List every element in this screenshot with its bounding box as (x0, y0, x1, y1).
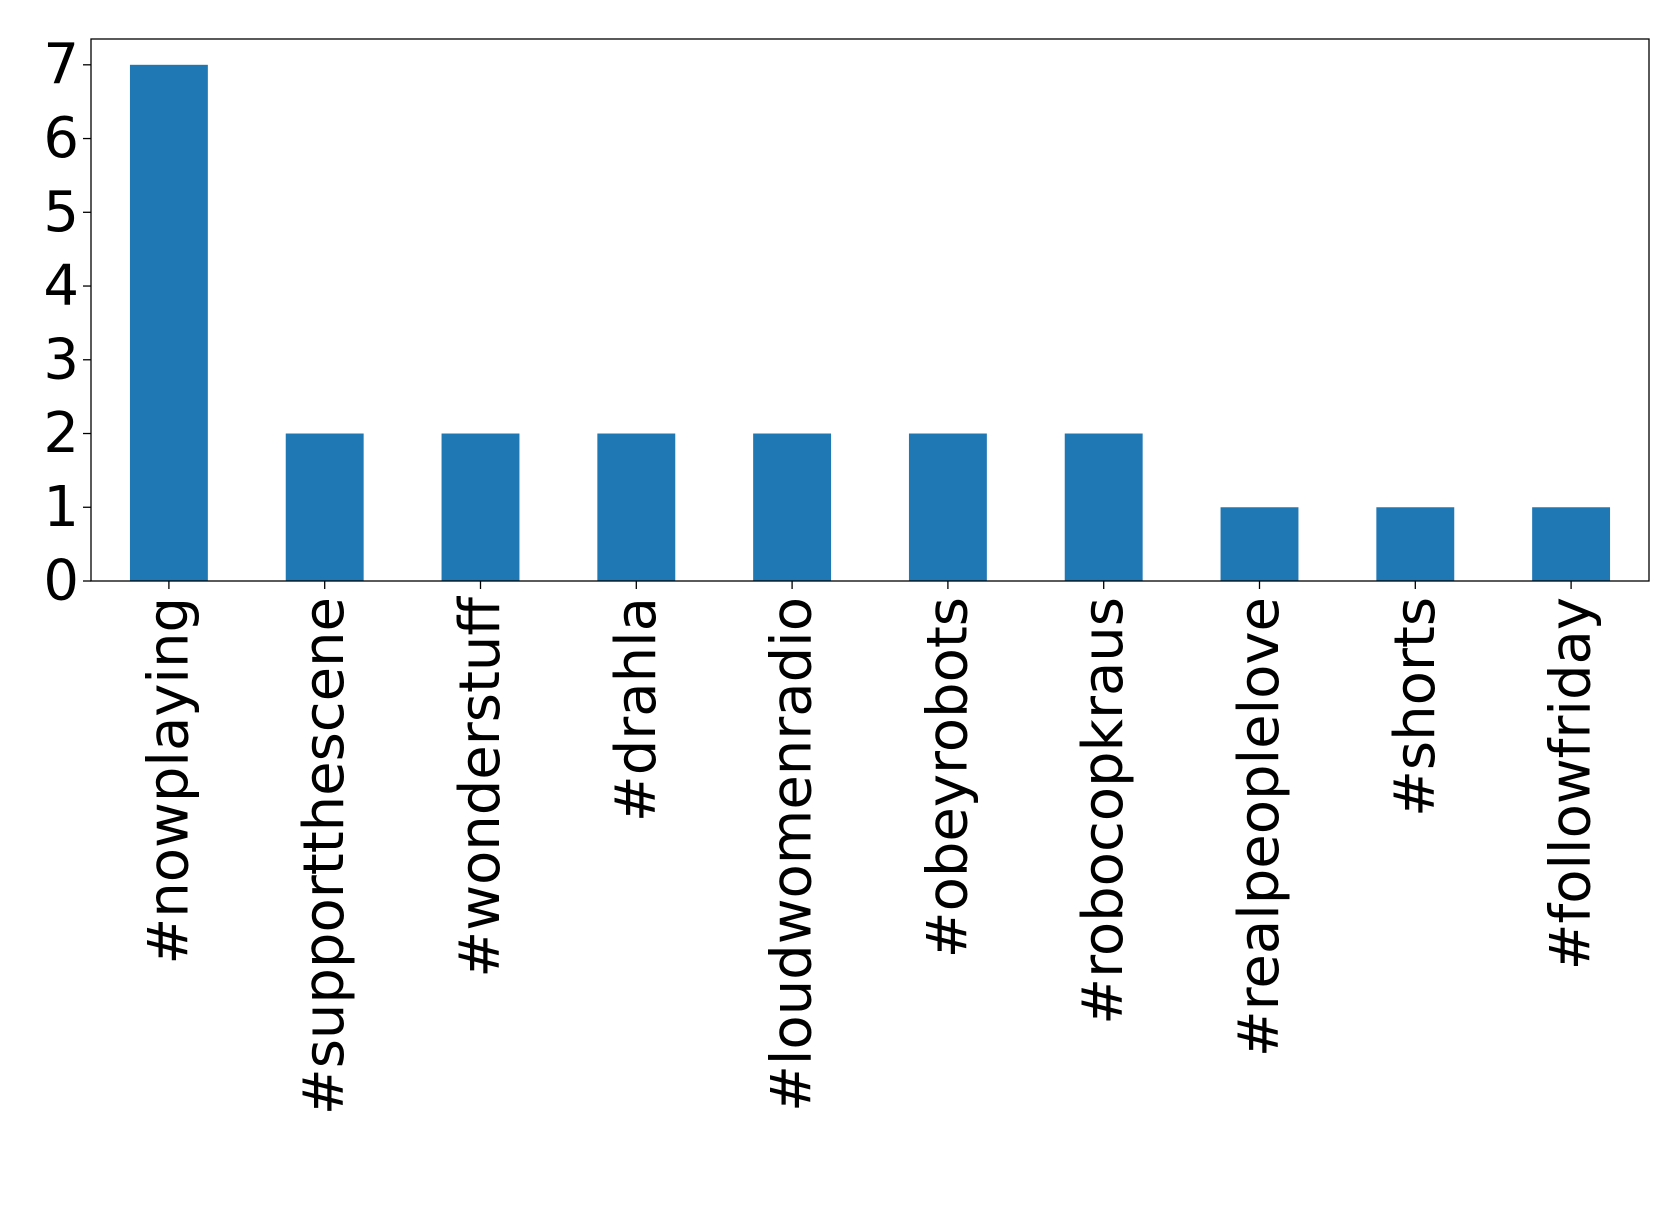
x-tick-label-realpeoplelove: #realpeoplelove (1227, 597, 1292, 1057)
x-tick-label-wonderstuff: #wonderstuff (448, 596, 513, 978)
bar-loudwomenradio (753, 433, 832, 581)
y-tick-label: 5 (43, 180, 79, 245)
x-tick-label-supportthescene: #supportthescene (292, 597, 357, 1115)
bar-shorts (1376, 507, 1455, 581)
plot-frame (90, 38, 1650, 582)
bar-followfriday (1532, 507, 1611, 581)
x-axis: #nowplaying #supportthescene #wonderstuff #… (136, 581, 1604, 1115)
x-tick-label-shorts: #shorts (1383, 597, 1448, 817)
bar-obeyrobots (908, 433, 987, 581)
bar-realpeoplelove (1220, 507, 1299, 581)
y-tick-label: 7 (43, 32, 79, 97)
x-tick-label-obeyrobots: #obeyrobots (915, 597, 980, 958)
y-axis: 0 1 2 3 4 5 6 7 (43, 32, 91, 614)
bar-nowplaying (129, 64, 208, 582)
y-tick-label: 2 (43, 401, 79, 466)
x-tick-label-followfriday: #followfriday (1539, 597, 1604, 970)
x-tick-label-nowplaying: #nowplaying (136, 597, 201, 965)
x-tick-label-robocopkraus: #robocopkraus (1071, 597, 1136, 1025)
x-tick-label-loudwomenradio: #loudwomenradio (760, 597, 825, 1112)
y-tick-label: 1 (43, 475, 79, 540)
x-tick-label-drahla: #drahla (604, 597, 669, 822)
y-tick-label: 0 (43, 549, 79, 614)
bar-robocopkraus (1064, 433, 1143, 581)
bar-wonderstuff (441, 433, 520, 581)
y-tick-label: 4 (43, 254, 79, 319)
y-tick-label: 3 (43, 327, 79, 392)
y-tick-label: 6 (43, 106, 79, 171)
bar-supportthescene (285, 433, 364, 581)
bar-drahla (597, 433, 676, 581)
bars-group (129, 64, 1611, 582)
